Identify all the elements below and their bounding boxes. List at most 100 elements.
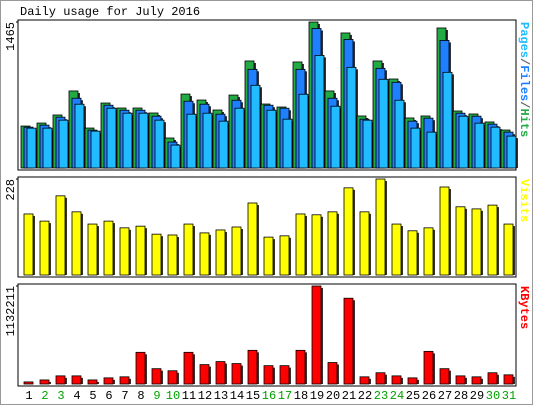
bar [423,350,434,385]
bar [247,349,258,385]
bar [295,349,306,385]
x-tick-label: 13 [214,389,228,403]
bar [167,370,178,385]
bar [439,186,450,276]
legend-separator: / [517,58,531,65]
bar [506,135,517,169]
bar [234,107,245,169]
bar [135,351,146,385]
bar [167,234,178,276]
legend-entry: Files [517,65,531,101]
legend-entry: Hits [517,108,531,137]
bar [135,225,146,276]
bar [138,112,149,169]
bar [71,211,82,276]
bar [375,178,386,276]
bar [455,206,466,276]
x-tick-label: 10 [166,389,180,403]
x-tick-label: 12 [198,389,212,403]
y-tick-label: 228 [4,179,18,201]
bar [266,109,277,169]
bar [186,113,197,169]
x-tick-label: 5 [89,389,96,403]
bar [218,120,229,169]
bar [458,115,469,169]
bar [42,127,53,169]
bar [298,93,309,169]
bar [471,376,482,385]
x-tick-label: 8 [137,389,144,403]
bar [231,363,242,385]
bar [279,365,290,385]
bar [199,364,210,385]
bar [330,105,341,169]
x-tick-label: 6 [105,389,112,403]
x-tick-label: 25 [406,389,420,403]
bar [39,379,50,385]
legend-separator: / [517,101,531,108]
bar [58,119,69,169]
bar [343,187,354,276]
bar [295,213,306,276]
bar [503,223,514,276]
bar [311,214,322,276]
bar [39,220,50,276]
x-tick-label: 11 [182,389,196,403]
x-tick-label: 9 [153,389,160,403]
bar [87,379,98,385]
bar [311,285,322,385]
bar [199,232,210,276]
bar [119,376,130,385]
x-tick-label: 23 [374,389,388,403]
bar [26,127,37,169]
bar [487,204,498,276]
bar [407,377,418,385]
bar [90,130,101,169]
bar [362,119,373,169]
x-tick-label: 26 [422,389,436,403]
bar [250,84,261,169]
bar [202,112,213,169]
x-tick-label: 28 [454,389,468,403]
bar [439,368,450,385]
bar [106,107,117,169]
x-tick-label: 21 [342,389,356,403]
legend: KBytes [517,286,531,329]
bar [327,211,338,276]
bar [122,112,133,169]
bar [490,126,501,169]
bar [279,235,290,276]
bar [391,223,402,276]
legend-entry: Visits [517,179,531,222]
bar [282,118,293,169]
bar [103,220,114,276]
x-tick-label: 7 [121,389,128,403]
x-tick-label: 4 [73,389,80,403]
bar [474,122,485,169]
bar [87,223,98,276]
bar [471,208,482,276]
bar [343,297,354,385]
x-tick-label: 1 [25,389,32,403]
x-tick-label: 2 [41,389,48,403]
bar [170,144,181,169]
bar [263,365,274,385]
bar [71,375,82,385]
bar [55,375,66,385]
bar [391,375,402,385]
bar [487,372,498,385]
x-tick-label: 3 [57,389,64,403]
bar [154,119,165,169]
x-tick-label: 17 [278,389,292,403]
bar [346,66,357,169]
bar [378,78,389,169]
bar [455,375,466,385]
bar [183,351,194,385]
bar [426,131,437,169]
x-tick-label: 31 [502,389,516,403]
x-tick-label: 24 [390,389,404,403]
x-tick-label: 22 [358,389,372,403]
x-tick-label: 27 [438,389,452,403]
x-tick-label: 29 [470,389,484,403]
